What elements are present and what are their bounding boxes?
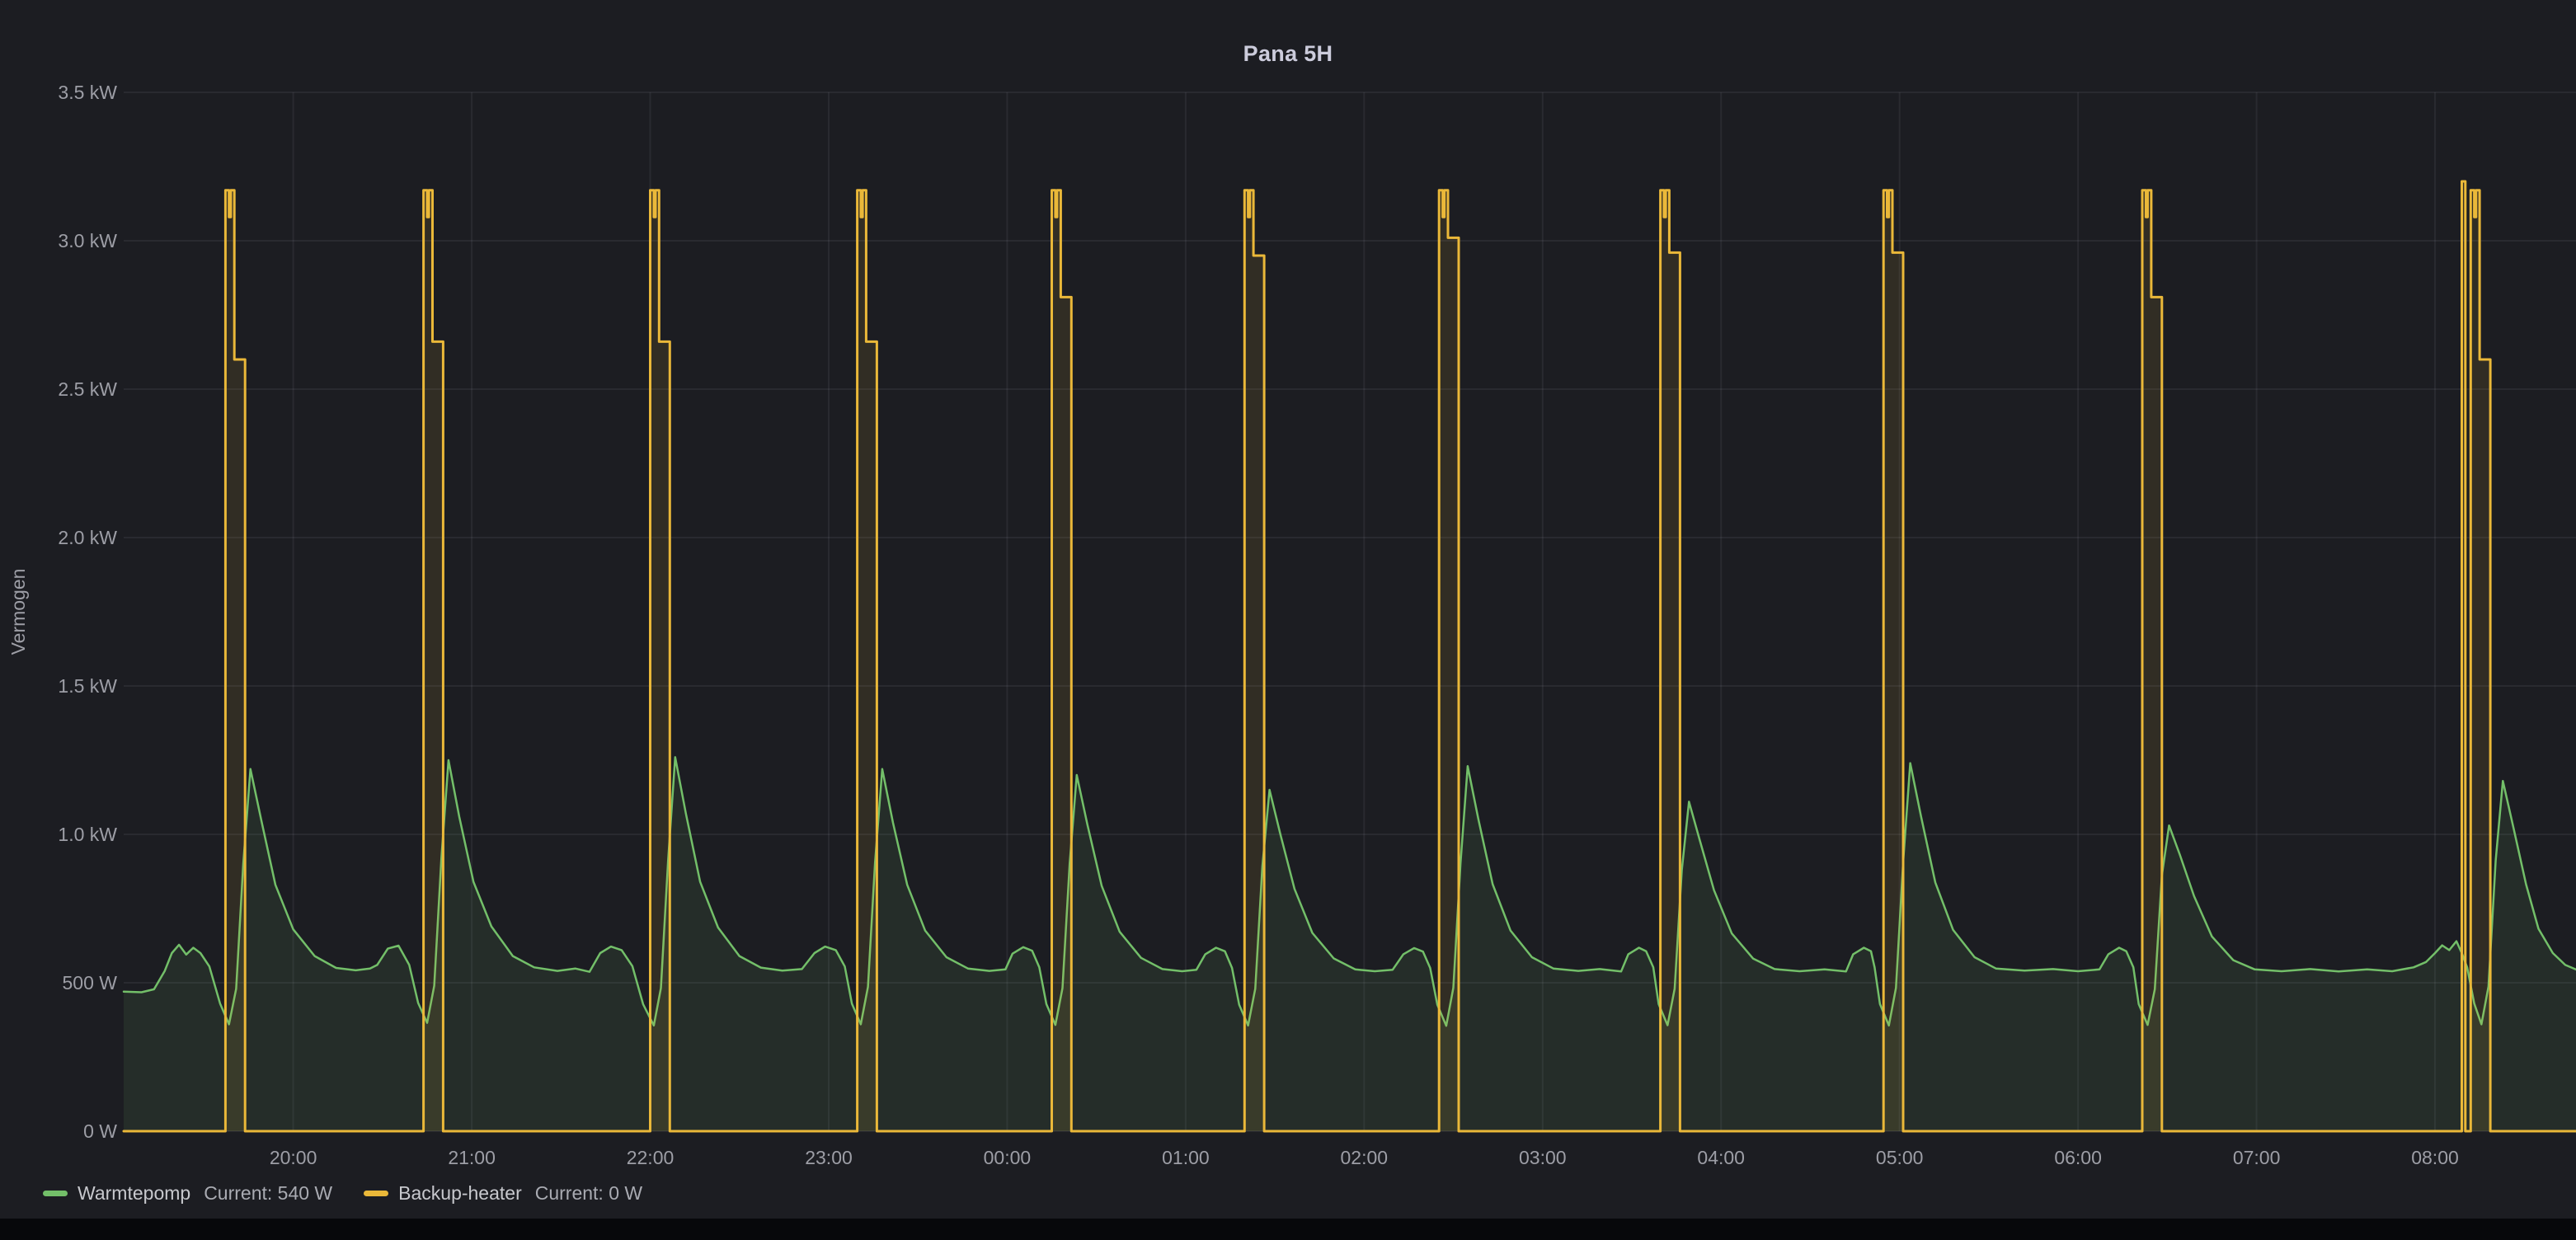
svg-text:2.5 kW: 2.5 kW <box>58 378 117 400</box>
svg-text:00:00: 00:00 <box>984 1147 1032 1168</box>
y-axis-title: Vermogen <box>7 569 29 655</box>
svg-text:1.5 kW: 1.5 kW <box>58 675 117 697</box>
svg-text:23:00: 23:00 <box>805 1147 853 1168</box>
timeseries-chart[interactable]: 20:00 21:00 22:00 23:00 00:00 01:00 02:00 03:00… <box>0 0 2576 1219</box>
legend-value-backup-heater: Current: 0 W <box>535 1182 642 1205</box>
series-warmtepomp <box>124 757 2576 1131</box>
svg-text:2.0 kW: 2.0 kW <box>58 527 117 548</box>
svg-text:21:00: 21:00 <box>448 1147 496 1168</box>
svg-text:04:00: 04:00 <box>1697 1147 1745 1168</box>
svg-text:500 W: 500 W <box>63 972 118 993</box>
grafana-panel: Pana 5H 20:0021:0022:0023:0000:0001:0002… <box>0 0 2576 1219</box>
svg-text:07:00: 07:00 <box>2233 1147 2281 1168</box>
y-axis-labels: 0 W 500 W 1.0 kW 1.5 kW 2.0 kW 2.5 kW 3.0 kW 3.… <box>58 82 117 1142</box>
legend-swatch-warmtepomp <box>43 1191 68 1196</box>
legend-item-backup-heater[interactable]: Backup-heater Current: 0 W <box>364 1182 642 1205</box>
bottom-strip <box>0 1219 2576 1240</box>
svg-text:0 W: 0 W <box>83 1120 117 1142</box>
legend-label-backup-heater[interactable]: Backup-heater <box>398 1182 522 1205</box>
svg-text:06:00: 06:00 <box>2054 1147 2102 1168</box>
svg-text:08:00: 08:00 <box>2411 1147 2459 1168</box>
svg-text:22:00: 22:00 <box>627 1147 675 1168</box>
legend: Warmtepomp Current: 540 W Backup-heater Cur… <box>43 1182 642 1205</box>
legend-value-warmtepomp: Current: 540 W <box>204 1182 332 1205</box>
svg-text:1.0 kW: 1.0 kW <box>58 824 117 845</box>
svg-text:3.5 kW: 3.5 kW <box>58 82 117 103</box>
legend-swatch-backup-heater <box>364 1191 388 1196</box>
legend-label-warmtepomp[interactable]: Warmtepomp <box>78 1182 190 1205</box>
svg-text:05:00: 05:00 <box>1876 1147 1924 1168</box>
svg-text:20:00: 20:00 <box>270 1147 317 1168</box>
legend-item-warmtepomp[interactable]: Warmtepomp Current: 540 W <box>43 1182 332 1205</box>
svg-text:3.0 kW: 3.0 kW <box>58 230 117 251</box>
x-axis-labels: 20:00 21:00 22:00 23:00 00:00 01:00 02:00 03:00… <box>270 1147 2459 1168</box>
svg-text:03:00: 03:00 <box>1519 1147 1567 1168</box>
svg-text:02:00: 02:00 <box>1341 1147 1389 1168</box>
svg-text:01:00: 01:00 <box>1162 1147 1210 1168</box>
